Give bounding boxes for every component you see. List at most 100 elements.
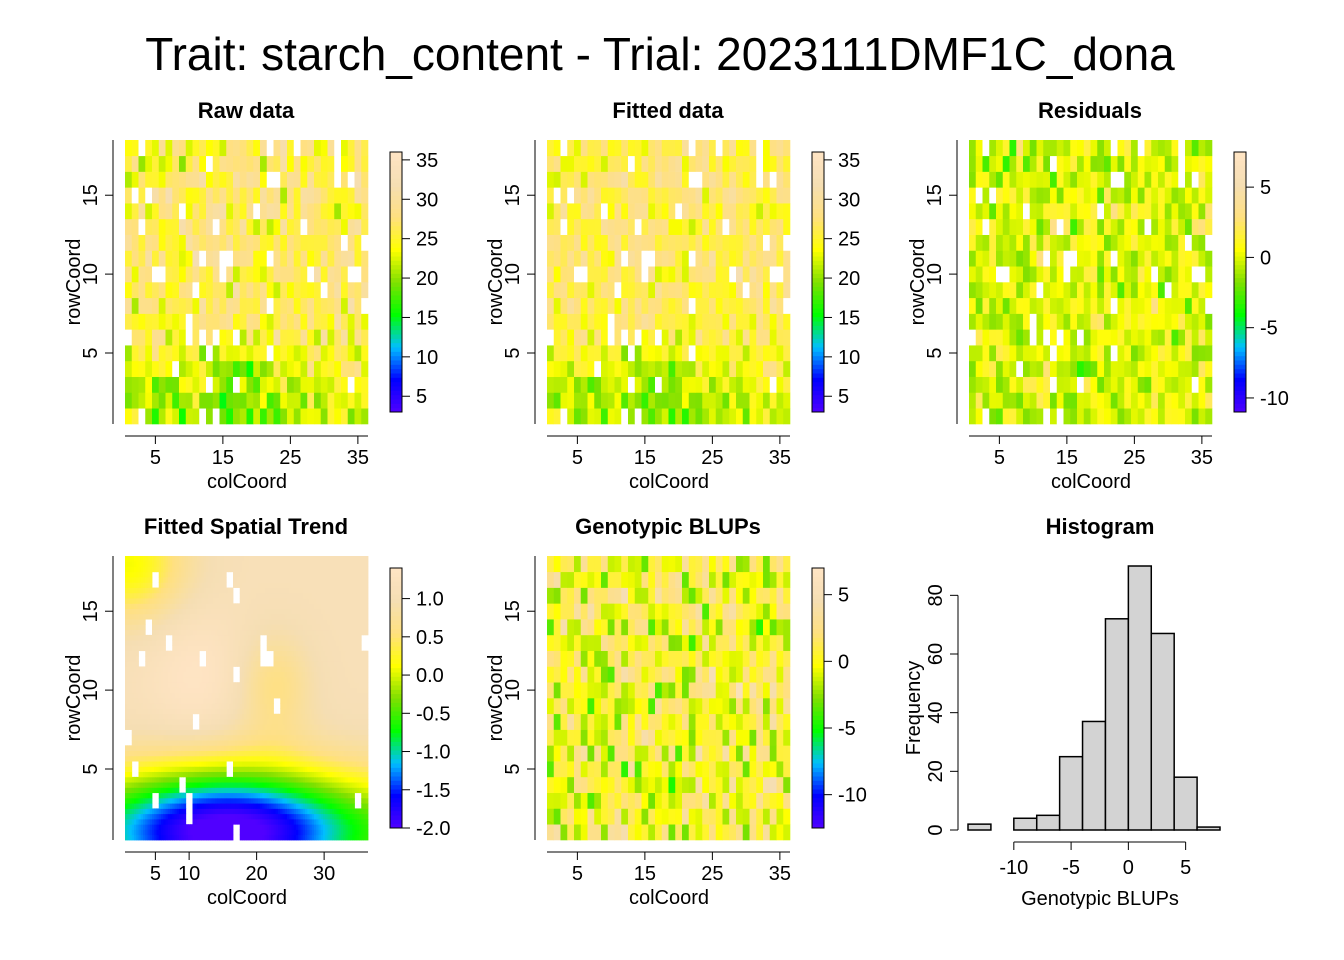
heatmap-cell: [783, 171, 791, 188]
heatmap-cell: [228, 740, 232, 746]
heatmap-cell: [688, 171, 696, 188]
heatmap-cell: [215, 797, 218, 804]
heatmap-cell: [300, 408, 308, 425]
heatmap-cell: [219, 360, 227, 377]
heatmap-cell: [1056, 282, 1064, 299]
heatmap-cell: [192, 297, 200, 314]
heatmap-cell: [201, 729, 205, 736]
heatmap-cell: [253, 713, 256, 720]
heatmap-cell: [176, 755, 180, 762]
heatmap-cell: [695, 376, 703, 393]
heatmap-cell: [233, 703, 236, 709]
heatmap-cell: [242, 797, 245, 804]
heatmap-cell: [300, 745, 304, 751]
heatmap-cell: [197, 766, 200, 773]
heatmap-cell: [210, 734, 214, 741]
heatmap-cell: [341, 818, 344, 825]
heatmap-cell: [210, 776, 214, 783]
heatmap-cell: [242, 729, 245, 736]
heatmap-cell: [239, 834, 243, 841]
heatmap-cell: [1144, 360, 1152, 377]
heatmap-cell: [580, 250, 588, 267]
heatmap-cell: [291, 824, 295, 830]
heatmap-cell: [210, 787, 214, 794]
legend-tick-label: 30: [838, 189, 860, 211]
heatmap-cell: [1009, 392, 1017, 409]
heatmap-cell: [580, 234, 588, 251]
heatmap-cell: [314, 266, 322, 283]
heatmap-cell: [1137, 187, 1145, 204]
heatmap-cell: [359, 761, 362, 767]
heatmap-cell: [356, 813, 360, 820]
heatmap-cell: [246, 813, 250, 820]
heatmap-cell: [1104, 155, 1112, 172]
heatmap-cell: [264, 713, 268, 720]
legend-swatch: [812, 394, 824, 400]
heatmap-cell: [172, 787, 175, 794]
heatmap-cell: [266, 766, 270, 773]
heatmap-cell: [641, 171, 649, 188]
heatmap-cell: [1043, 218, 1051, 235]
heatmap-cell: [212, 755, 216, 762]
heatmap-cell: [287, 234, 295, 251]
heatmap-cell: [273, 234, 281, 251]
heatmap-cell: [260, 703, 263, 709]
heatmap-cell: [302, 792, 306, 799]
heatmap-cell: [282, 829, 286, 836]
heatmap-cell: [580, 140, 588, 157]
heatmap-cell: [969, 187, 977, 204]
heatmap-cell: [246, 234, 254, 251]
heatmap-cell: [1198, 392, 1206, 409]
heatmap-cell: [262, 729, 265, 736]
heatmap-cell: [136, 787, 139, 794]
heatmap-cell: [298, 803, 301, 809]
heatmap-cell: [1158, 345, 1166, 362]
heatmap-cell: [217, 729, 220, 736]
heatmap-cell: [1104, 203, 1112, 220]
heatmap-cell: [1205, 345, 1213, 362]
heatmap-cell: [300, 140, 308, 157]
heatmap-cell: [152, 724, 155, 730]
heatmap-cell: [145, 297, 153, 314]
heatmap-cell: [192, 824, 196, 830]
heatmap-cell: [309, 761, 313, 767]
heatmap-cell: [365, 792, 369, 799]
y-tick-label: 5: [80, 347, 102, 358]
heatmap-cell: [334, 824, 337, 830]
heatmap-cell: [729, 250, 737, 267]
heatmap-cell: [361, 234, 369, 251]
heatmap-cell: [212, 792, 216, 799]
heatmap-cell: [257, 808, 261, 815]
heatmap-cell: [320, 250, 328, 267]
heatmap-cell: [192, 771, 196, 778]
heatmap-cell: [154, 750, 157, 757]
heatmap-cell: [1070, 218, 1078, 235]
heatmap-cell: [594, 234, 602, 251]
heatmap-cell: [179, 824, 182, 830]
heatmap-cell: [580, 408, 588, 425]
heatmap-cell: [201, 766, 205, 773]
heatmap-cell: [239, 734, 243, 741]
heatmap-cell: [179, 813, 182, 820]
heatmap-cell: [316, 792, 319, 799]
heatmap-cell: [239, 297, 247, 314]
heatmap-cell: [1070, 360, 1078, 377]
heatmap-cell: [246, 729, 250, 736]
heatmap-cell: [278, 719, 281, 725]
heatmap-cell: [145, 698, 148, 704]
heatmap-cell: [323, 740, 326, 746]
heatmap-cell: [332, 829, 335, 836]
heatmap-cell: [260, 818, 263, 825]
heatmap-cell: [327, 797, 331, 804]
heatmap-cell: [264, 750, 268, 757]
heatmap-cell: [179, 766, 182, 773]
heatmap-cell: [129, 787, 133, 794]
legend-swatch: [1234, 299, 1246, 305]
heatmap-cell: [233, 719, 236, 725]
heatmap-cell: [192, 761, 196, 767]
heatmap-cell: [221, 755, 225, 762]
heatmap-cell: [145, 250, 153, 267]
heatmap-cell: [302, 808, 306, 815]
legend-swatch: [1234, 247, 1246, 253]
heatmap-cell: [314, 824, 317, 830]
